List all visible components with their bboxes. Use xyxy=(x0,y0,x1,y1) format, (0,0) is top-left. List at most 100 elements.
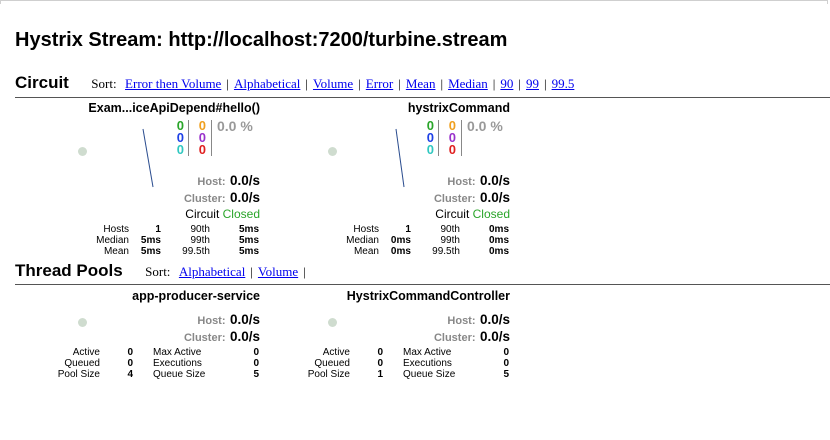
active-value: 0 xyxy=(377,347,383,358)
median-label: Median xyxy=(96,235,129,246)
cluster-rate-label: Cluster: xyxy=(433,193,476,205)
max-active-label: Max Active xyxy=(403,347,452,358)
failure-count: 0 xyxy=(448,142,456,157)
sort-pools-alphabetical-link[interactable]: Alphabetical xyxy=(178,264,246,279)
success-count: 0 xyxy=(426,118,434,133)
counts-divider xyxy=(438,120,439,156)
queue-size-label: Queue Size xyxy=(153,369,206,380)
latency-stats-table: Hosts 1 90th 0ms Median 0ms 99th 0ms Mea… xyxy=(344,224,509,257)
request-counts-right: 0 0 0 xyxy=(192,118,206,157)
median-value: 5ms xyxy=(140,235,161,246)
circuit-status-row: Circuit Closed xyxy=(185,207,260,221)
counts-divider xyxy=(188,120,189,156)
stats-row: Mean 0ms 99.5th 0ms xyxy=(344,246,509,257)
circuit-status-value: Closed xyxy=(222,207,260,221)
mean-label: Mean xyxy=(353,246,379,257)
sort-99-link[interactable]: 99 xyxy=(526,76,539,91)
stats-row: Active 0 Max Active 0 xyxy=(52,347,259,358)
active-label: Active xyxy=(72,347,100,358)
thread-pools-sort-label: Sort: xyxy=(145,264,171,279)
thread-pool-stats-table: Active 0 Max Active 0 Queued 0 Execution… xyxy=(52,347,259,380)
executions-value: 0 xyxy=(503,358,509,369)
mean-label: Mean xyxy=(103,246,129,257)
mean-value: 0ms xyxy=(390,246,411,257)
p99-label: 99th xyxy=(190,235,210,246)
separator: | xyxy=(398,76,401,91)
thread-pools-section-divider xyxy=(15,284,830,285)
health-indicator-circle xyxy=(78,147,87,156)
counts-divider xyxy=(211,120,212,156)
cluster-rate-row: Cluster: 0.0/s xyxy=(184,328,260,346)
median-value: 0ms xyxy=(390,235,411,246)
separator: | xyxy=(226,76,229,91)
request-counts-left: 0 0 0 xyxy=(170,118,184,156)
stats-row: Median 0ms 99th 0ms xyxy=(344,235,509,246)
host-rate-value: 0.0/s xyxy=(229,312,260,327)
max-active-value: 0 xyxy=(503,347,509,358)
stats-row: Median 5ms 99th 5ms xyxy=(94,235,259,246)
thread-pool-stats-table: Active 0 Max Active 0 Queued 0 Execution… xyxy=(302,347,509,380)
page-title: Hystrix Stream: http://localhost:7200/tu… xyxy=(15,29,508,51)
sort-mean-link[interactable]: Mean xyxy=(405,76,436,91)
host-rate-label: Host: xyxy=(197,176,226,188)
p99-label: 99th xyxy=(440,235,460,246)
sort-99-5-link[interactable]: 99.5 xyxy=(551,76,575,91)
max-active-value: 0 xyxy=(253,347,259,358)
sort-pools-volume-link[interactable]: Volume xyxy=(257,264,299,279)
hosts-value: 1 xyxy=(405,224,411,235)
sort-alphabetical-link[interactable]: Alphabetical xyxy=(233,76,301,91)
queued-label: Queued xyxy=(314,358,350,369)
thread-pool-card: HystrixCommandController Host: 0.0/s Clu… xyxy=(260,289,510,384)
host-rate-value: 0.0/s xyxy=(229,173,260,188)
stats-row: Pool Size 4 Queue Size 5 xyxy=(52,369,259,380)
separator: | xyxy=(518,76,521,91)
sort-90-link[interactable]: 90 xyxy=(500,76,514,91)
circuit-status-label: Circuit xyxy=(185,207,220,221)
timeout-count: 0 xyxy=(448,118,456,133)
cluster-rate-row: Cluster: 0.0/s xyxy=(184,189,260,207)
hosts-label: Hosts xyxy=(103,224,129,235)
cluster-rate-row: Cluster: 0.0/s xyxy=(434,328,510,346)
failure-count: 0 xyxy=(198,142,206,157)
p995-label: 99.5th xyxy=(432,246,460,257)
sort-volume-link[interactable]: Volume xyxy=(312,76,354,91)
cluster-rate-row: Cluster: 0.0/s xyxy=(434,189,510,207)
short-circuited-count: 0 xyxy=(426,130,434,145)
circuit-name: Exam...iceApiDepend#hello() xyxy=(88,101,260,115)
rejected-count: 0 xyxy=(198,130,206,145)
circuit-name: hystrixCommand xyxy=(407,101,510,115)
host-rate-label: Host: xyxy=(447,315,476,327)
timeout-count: 0 xyxy=(198,118,206,133)
separator: | xyxy=(544,76,547,91)
stats-row: Queued 0 Executions 0 xyxy=(52,358,259,369)
sort-error-then-volume-link[interactable]: Error then Volume xyxy=(125,76,222,91)
circuit-sort-label: Sort: xyxy=(91,76,117,91)
volume-sparkline xyxy=(142,128,154,188)
sort-median-link[interactable]: Median xyxy=(448,76,488,91)
active-value: 0 xyxy=(127,347,133,358)
separator: | xyxy=(250,264,253,279)
cluster-rate-value: 0.0/s xyxy=(479,190,510,205)
p90-value: 0ms xyxy=(488,224,509,235)
cluster-rate-label: Cluster: xyxy=(183,332,226,344)
pool-size-label: Pool Size xyxy=(307,369,350,380)
success-count: 0 xyxy=(176,118,184,133)
separator: | xyxy=(440,76,444,91)
queued-value: 0 xyxy=(127,358,133,369)
host-rate-label: Host: xyxy=(447,176,476,188)
sort-error-link[interactable]: Error xyxy=(365,76,394,91)
host-rate-label: Host: xyxy=(197,315,226,327)
host-rate-row: Host: 0.0/s xyxy=(447,172,510,190)
p995-label: 99.5th xyxy=(182,246,210,257)
thread-pool-card: app-producer-service Host: 0.0/s Cluster… xyxy=(10,289,260,384)
mean-value: 5ms xyxy=(140,246,161,257)
window-frame xyxy=(0,0,828,4)
thread-pools-section-header: Thread Pools Sort: Alphabetical | Volume | xyxy=(15,261,311,281)
short-circuited-count: 0 xyxy=(176,130,184,145)
p995-value: 5ms xyxy=(238,246,259,257)
cluster-rate-value: 0.0/s xyxy=(229,329,260,344)
circuit-section-header: Circuit Sort: Error then Volume | Alphabet… xyxy=(15,73,574,93)
cluster-rate-label: Cluster: xyxy=(183,193,226,205)
queued-value: 0 xyxy=(377,358,383,369)
rejected-count: 0 xyxy=(448,130,456,145)
